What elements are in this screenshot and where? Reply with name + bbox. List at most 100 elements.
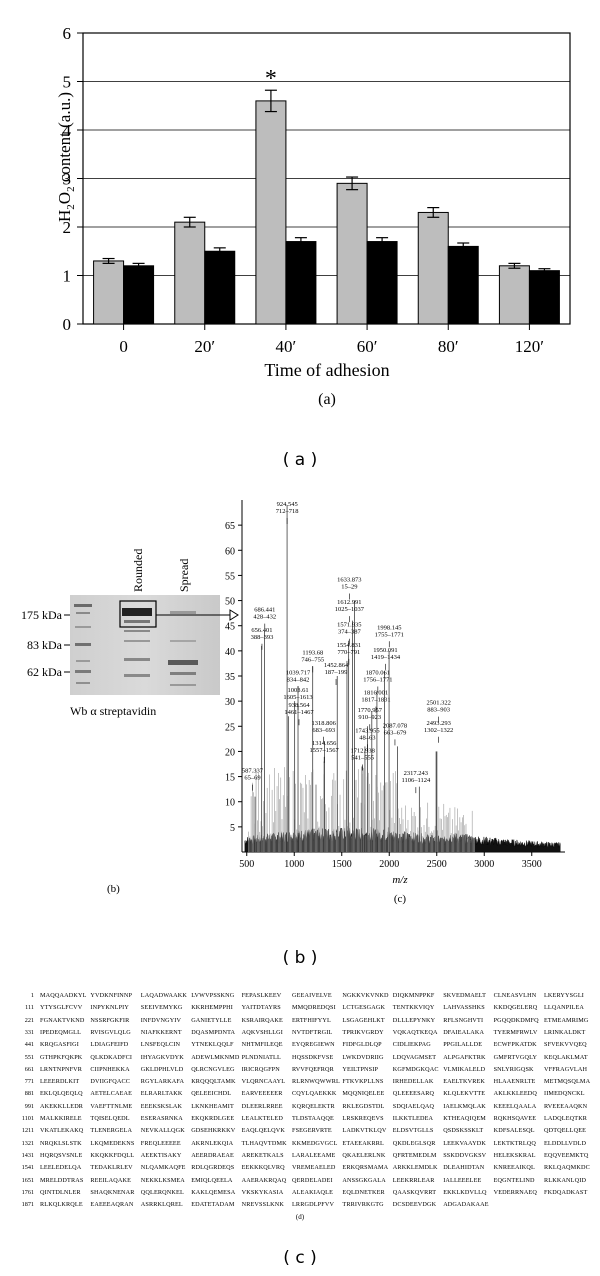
- sequence-block: QLRCNGVLEG: [191, 1065, 235, 1073]
- mass-spectrum-plot: 5 10 15 20 25 30 35 40 45 50 55 60 65 500 1000 1500 2000…: [225, 500, 565, 870]
- sequence-row: 1651 MRELDDTRAS REEILAQAKE NEKKLKSMEA EMIQLQ…: [0, 1177, 600, 1189]
- sequence-block: GTHPKFQKPK: [40, 1053, 83, 1061]
- sequence-block: RGYLARKAFA: [140, 1078, 185, 1086]
- sequence-block: RKLEGDSTDL: [342, 1102, 385, 1110]
- sequence-block: YVDKNFINNP: [90, 992, 133, 999]
- sequence-block: QFRTEMEDLM: [392, 1151, 437, 1159]
- sequence-row-number: 111: [25, 1004, 34, 1012]
- ms-peak-label: 1756–1771: [363, 677, 392, 684]
- sequence-block: ECWFPKATDK: [493, 1041, 537, 1049]
- sequence-row-number: 1431: [21, 1151, 34, 1159]
- sequence-block: QQLERQNKEL: [140, 1188, 184, 1196]
- sequence-block: FTKVKPLLNS: [342, 1078, 384, 1086]
- ms-peak-label: 1816.001: [364, 690, 388, 697]
- ms-peak-label: 1633.873: [337, 576, 361, 583]
- lane-label-rounded: Rounded: [131, 549, 145, 592]
- sequence-block: SNLYRIGQSK: [493, 1065, 534, 1073]
- sequence-block: RVISGVLQLG: [90, 1028, 131, 1036]
- sequence-block: LDQVAGMSET: [392, 1053, 437, 1061]
- sequence-block: ELDSVTGLLS: [392, 1127, 434, 1135]
- sequence-block: SKVEDMAELT: [443, 992, 487, 999]
- sequence-block: VKATLEKAKQ: [40, 1127, 84, 1135]
- sequence-block: RQKHSQAVEE: [493, 1115, 537, 1122]
- sequence-block: EKQKRDLGEE: [191, 1115, 235, 1122]
- sequence-block: METMQSQLMA: [544, 1078, 591, 1086]
- sequence-block: FKDQADKAST: [544, 1188, 588, 1196]
- ms-peak-label: 1605–1613: [283, 694, 312, 701]
- sequence-block: KKRHEMPPHI: [191, 1004, 233, 1012]
- ms-peak-label: 1003.61: [287, 687, 308, 694]
- ms-peak-label: 2087.078: [383, 722, 407, 729]
- sequence-block: LRSKREQEVS: [342, 1115, 384, 1122]
- sequence-block: SHAQKNENAR: [90, 1188, 135, 1196]
- sequence-block: EYQREGIEWN: [292, 1041, 335, 1049]
- sequence-block: MQQNIQELEE: [342, 1090, 385, 1098]
- ms-peak-label: 1302–1322: [424, 727, 453, 734]
- bar-gray: [93, 260, 125, 325]
- sequence-block: ERKQRSMAMA: [342, 1164, 389, 1172]
- sequence-block: AETELCAEAE: [90, 1090, 133, 1098]
- sequence-block: EKKLKDVLLQ: [443, 1188, 487, 1196]
- sequence-block: HELEKSKRAL: [493, 1151, 536, 1159]
- sequence-block: EQGNTELIND: [493, 1176, 535, 1184]
- sequence-block: AKEKKLLEDR: [40, 1102, 84, 1110]
- sequence-row: 1431 HQRQSVSNLE KKQKKFDQLL AEEKTISAKY AEERDR…: [0, 1152, 600, 1164]
- sequence-row: 221 FGNAKTVKND NSSRFGKFIR INFDVNGYIV GANIETY…: [0, 1017, 600, 1029]
- lane-label-spread: Spread: [177, 559, 191, 592]
- ms-y-tick-label: 40: [225, 647, 235, 658]
- ms-y-tick-label: 35: [225, 672, 235, 683]
- figure-caption-b: ( b ): [282, 948, 318, 968]
- sequence-block: LWKDVDRIIG: [342, 1053, 384, 1061]
- sequence-block: LEEKRRLEAR: [392, 1176, 435, 1184]
- sequence-block: IPEDEQMGLL: [40, 1028, 82, 1036]
- ms-peak-label: 1612.991: [337, 599, 361, 606]
- sequence-row: 771 LEEERDLKIT DVIIGFQACC RGYLARKAFA KRQQQLT…: [0, 1078, 600, 1090]
- sequence-block: MALKKIRELE: [40, 1115, 82, 1122]
- ms-x-tick-label: 3500: [522, 859, 542, 870]
- sequence-block: QINTDLNLER: [40, 1188, 81, 1196]
- sequence-block: SEEIVEMYKG: [140, 1004, 183, 1012]
- sequence-block: TPRIKVGRDY: [342, 1028, 384, 1036]
- ms-x-tick-label: 2500: [427, 859, 447, 870]
- sequence-block: YAITDTAYRS: [241, 1004, 281, 1012]
- sequence-block: EEKKKQLVRQ: [241, 1164, 285, 1172]
- sequence-block: KKDQGELERQ: [493, 1004, 538, 1012]
- ms-peak-label: 1755–1771: [375, 631, 404, 638]
- sequence-row-number: 1541: [21, 1164, 34, 1172]
- sequence-block: IAELKMQLAK: [443, 1102, 486, 1110]
- sequence-block: LAHVASSHKS: [443, 1004, 485, 1012]
- bar-gray: [255, 100, 287, 325]
- sequence-block: KRQGASFIGI: [40, 1041, 79, 1049]
- y-tick-label: 4: [63, 121, 72, 140]
- sequence-block: DFAIEALAKA: [443, 1028, 485, 1036]
- arrow-head-icon: [229, 609, 239, 621]
- sequence-block: GEEAIVELVE: [292, 992, 332, 999]
- ms-peak-label: 1817–1831: [361, 697, 390, 704]
- ms-y-tick-label: 10: [225, 798, 235, 809]
- sequence-block: RVEEEAAQKN: [544, 1102, 588, 1110]
- sequence-row-number: 991: [24, 1102, 34, 1110]
- y-tick-label: 3: [63, 170, 72, 189]
- sequence-block: NHTMFILEQE: [241, 1041, 283, 1049]
- sequence-block: TLENERGELA: [90, 1127, 133, 1135]
- sequence-block: QSDSKSSKLT: [443, 1127, 484, 1135]
- x-tick-label: 60′: [357, 337, 378, 356]
- ms-y-tick-label: 60: [225, 546, 235, 557]
- western-blot-panel: 175 kDa 83 kDa 62 kDa Rounded Spread Wb …: [20, 500, 250, 896]
- ms-peak-label: 1554.831: [337, 642, 361, 649]
- bar-gray: [174, 221, 206, 325]
- ms-peak-label: 1419–1434: [371, 654, 401, 661]
- sequence-block: QKDLEGLSQR: [392, 1139, 436, 1147]
- sequence-block: FREQLEEEEE: [140, 1139, 181, 1147]
- sequence-block: EQLDNETKER: [342, 1188, 385, 1196]
- ms-peak-label: 2493.293: [426, 720, 450, 727]
- ms-peak-label: 883–903: [427, 707, 450, 714]
- sequence-block: ELRARLTAKK: [140, 1090, 183, 1098]
- ms-y-tick-label: 25: [225, 722, 235, 733]
- sequence-block: SDQIAELQAQ: [392, 1102, 435, 1110]
- sequence-block: RFLSNGHVTI: [443, 1016, 484, 1024]
- sequence-block: LKQMEDEKNS: [90, 1139, 135, 1147]
- sequence-row: 551 GTHPKFQKPK QLKDKADFCI IHYAGKVDYK ADEWLMK…: [0, 1054, 600, 1066]
- bar-black: [204, 250, 236, 325]
- sequence-block: LKNKHEAMIT: [191, 1102, 234, 1110]
